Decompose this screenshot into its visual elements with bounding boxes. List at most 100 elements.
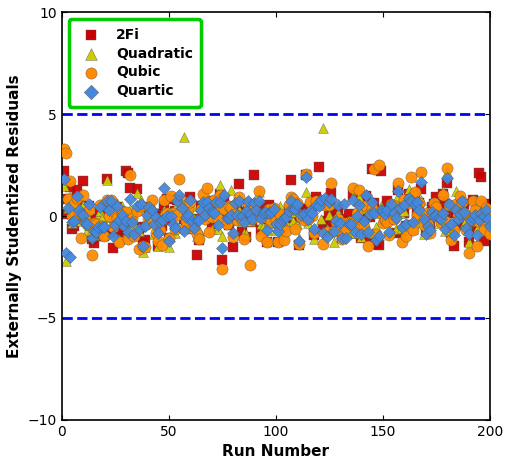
Qubic [472,242,480,250]
Qubic [265,205,273,212]
Quartic [459,208,467,215]
Quartic [402,220,410,228]
2Fi [145,207,153,215]
Quadratic [213,225,221,233]
2Fi [171,207,179,214]
Quadratic [128,215,136,222]
Quadratic [96,207,104,215]
2Fi [199,202,207,209]
Quartic [186,197,194,204]
Quartic [261,209,269,216]
Quartic [90,227,98,234]
Qubic [344,219,352,226]
2Fi [227,211,235,218]
Quartic [305,207,314,214]
Quartic [457,198,465,205]
Quartic [344,220,352,227]
Qubic [376,209,384,217]
Qubic [222,220,230,227]
Quartic [263,226,271,233]
2Fi [241,233,249,241]
Quartic [149,220,157,228]
Qubic [145,204,153,211]
Quartic [235,198,243,205]
Quartic [406,197,414,205]
Quartic [337,234,346,242]
Qubic [231,210,239,217]
2Fi [391,230,399,237]
Quartic [301,173,309,180]
Quartic [124,228,132,235]
Quartic [444,200,453,207]
Quadratic [384,212,392,219]
2Fi [90,239,98,247]
Quartic [423,222,431,230]
2Fi [466,225,474,233]
2Fi [425,220,433,228]
2Fi [132,185,140,193]
Quadratic [263,226,271,234]
Qubic [337,235,346,242]
Qubic [382,218,390,226]
Qubic [254,188,262,195]
Quartic [164,237,173,244]
Quadratic [164,244,173,251]
Quadratic [269,219,277,227]
Qubic [115,239,123,246]
Quadratic [233,215,241,223]
2Fi [74,198,82,205]
Quartic [365,211,373,218]
Quartic [393,188,401,195]
Quadratic [440,228,448,235]
Quadratic [145,200,153,207]
Qubic [434,212,442,219]
Quartic [418,216,427,223]
2Fi [164,234,173,242]
Quartic [237,212,245,219]
2Fi [363,233,371,241]
Qubic [342,226,350,233]
Quadratic [130,220,138,227]
Quartic [318,230,326,237]
Quadratic [171,229,179,236]
2Fi [442,179,450,187]
Quadratic [235,206,243,214]
Quartic [346,221,354,228]
Qubic [96,201,104,209]
Quadratic [438,187,446,195]
2Fi [124,170,132,177]
Qubic [184,206,192,213]
2Fi [203,208,211,216]
Quadratic [363,229,371,236]
Qubic [412,212,420,219]
Quartic [106,198,115,205]
Quartic [446,220,455,227]
Quadratic [192,232,200,240]
2Fi [348,191,356,199]
2Fi [209,197,217,205]
Quartic [218,244,226,252]
2Fi [273,239,281,246]
Quadratic [252,211,260,219]
Qubic [72,194,80,201]
Quadratic [472,226,480,233]
Quadratic [429,210,437,217]
Quartic [265,210,273,217]
2Fi [173,196,181,204]
Quartic [252,206,260,213]
2Fi [62,210,70,218]
Quadratic [203,193,211,201]
Quartic [72,192,80,199]
2Fi [382,197,390,204]
Quadratic [273,223,281,230]
Quartic [480,206,489,214]
Quartic [147,206,155,213]
Quadratic [186,210,194,217]
Qubic [261,213,269,221]
2Fi [440,200,448,208]
Quadratic [301,188,309,196]
Quadratic [461,216,469,224]
Qubic [256,232,264,240]
Qubic [340,219,348,226]
2Fi [423,225,431,232]
